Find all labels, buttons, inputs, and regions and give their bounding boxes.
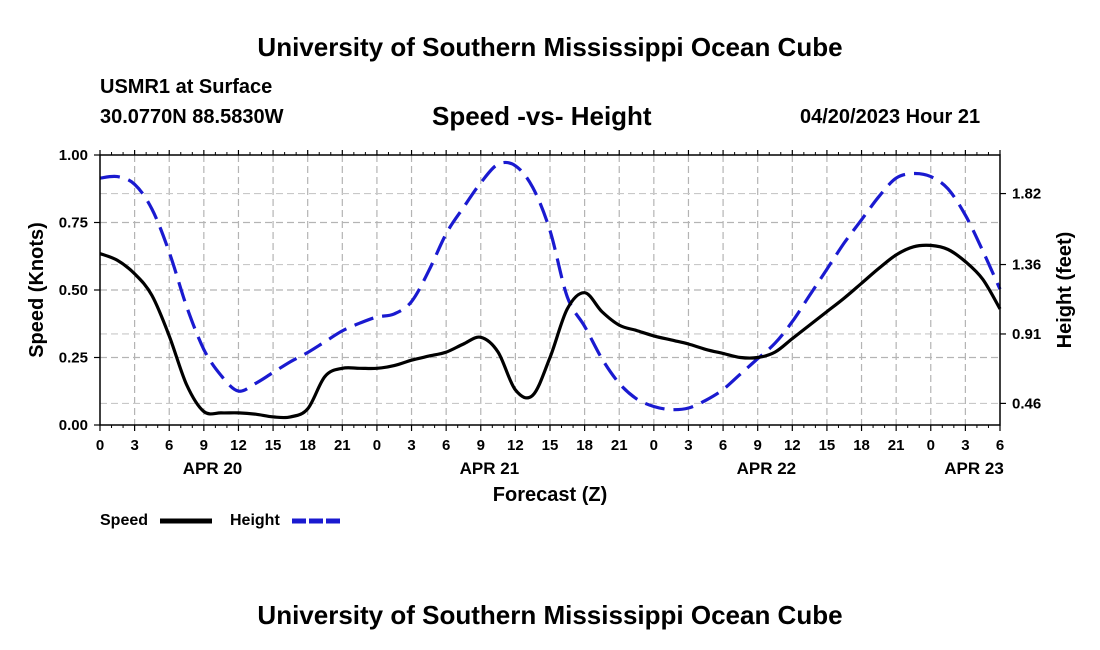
coordinates-label: 30.0770N 88.5830W [100, 106, 284, 128]
y-tick-label: 0.50 [59, 282, 88, 299]
page-title: University of Southern Mississippi Ocean… [257, 32, 843, 62]
x-tick-label: 21 [611, 437, 628, 454]
x-axis-label: Forecast (Z) [493, 484, 607, 506]
legend-speed-label: Speed [100, 512, 148, 529]
x-tick-label: 3 [961, 437, 969, 454]
y-tick-label: 0.75 [59, 215, 88, 232]
footer-title: University of Southern Mississippi Ocean… [257, 600, 843, 630]
chart-title: Speed -vs- Height [432, 101, 652, 131]
x-tick-label: 15 [265, 437, 282, 454]
legend: Speed Height [100, 512, 342, 529]
height-series-line [99, 160, 1002, 412]
series-lines [99, 160, 1002, 420]
grid-lines [100, 155, 1000, 425]
x-tick-label: 9 [754, 437, 762, 454]
x-tick-label: 15 [542, 437, 559, 454]
x-tick-label: 6 [996, 437, 1004, 454]
axis-ticks: 0 3 6 9 12 15 18 21 0 3 6 9 12 15 18 21 0 3 6 9 12 15 18 21 0 3 6 0… [59, 147, 1041, 478]
x-tick-label: 18 [576, 437, 593, 454]
y-tick-label: 0.25 [59, 350, 88, 367]
x-tick-label: 21 [334, 437, 351, 454]
x-tick-label: 3 [130, 437, 138, 454]
x-tick-label: 9 [477, 437, 485, 454]
x-tick-label: 18 [299, 437, 316, 454]
y2-tick-label: 1.82 [1012, 186, 1041, 203]
x-tick-label: 3 [407, 437, 415, 454]
date-label: APR 21 [460, 459, 520, 478]
x-tick-label: 12 [230, 437, 247, 454]
x-tick-label: 0 [96, 437, 104, 454]
x-tick-label: 18 [853, 437, 870, 454]
y2-axis-label: Height (feet) [1054, 232, 1076, 349]
forecast-datetime: 04/20/2023 Hour 21 [800, 106, 981, 128]
y-tick-label: 0.00 [59, 417, 88, 434]
x-tick-label: 12 [507, 437, 524, 454]
date-label: APR 20 [183, 459, 243, 478]
x-tick-label: 0 [650, 437, 658, 454]
y-tick-label: 1.00 [59, 147, 88, 164]
y2-tick-label: 0.46 [1012, 395, 1041, 412]
x-tick-label: 0 [373, 437, 381, 454]
date-label: APR 22 [737, 459, 797, 478]
x-tick-label: 6 [719, 437, 727, 454]
y-axis-label: Speed (Knots) [26, 222, 48, 358]
x-tick-label: 6 [165, 437, 173, 454]
x-tick-label: 6 [442, 437, 450, 454]
x-tick-label: 21 [888, 437, 905, 454]
date-label: APR 23 [944, 459, 1004, 478]
x-tick-label: 0 [927, 437, 935, 454]
x-tick-label: 3 [684, 437, 692, 454]
legend-height-label: Height [230, 512, 280, 529]
y2-tick-label: 1.36 [1012, 257, 1041, 274]
x-tick-label: 15 [819, 437, 836, 454]
speed-series-line [99, 243, 1002, 420]
y2-tick-label: 0.91 [1012, 326, 1041, 343]
x-tick-label: 12 [784, 437, 801, 454]
station-label: USMR1 at Surface [100, 76, 273, 98]
x-tick-label: 9 [200, 437, 208, 454]
